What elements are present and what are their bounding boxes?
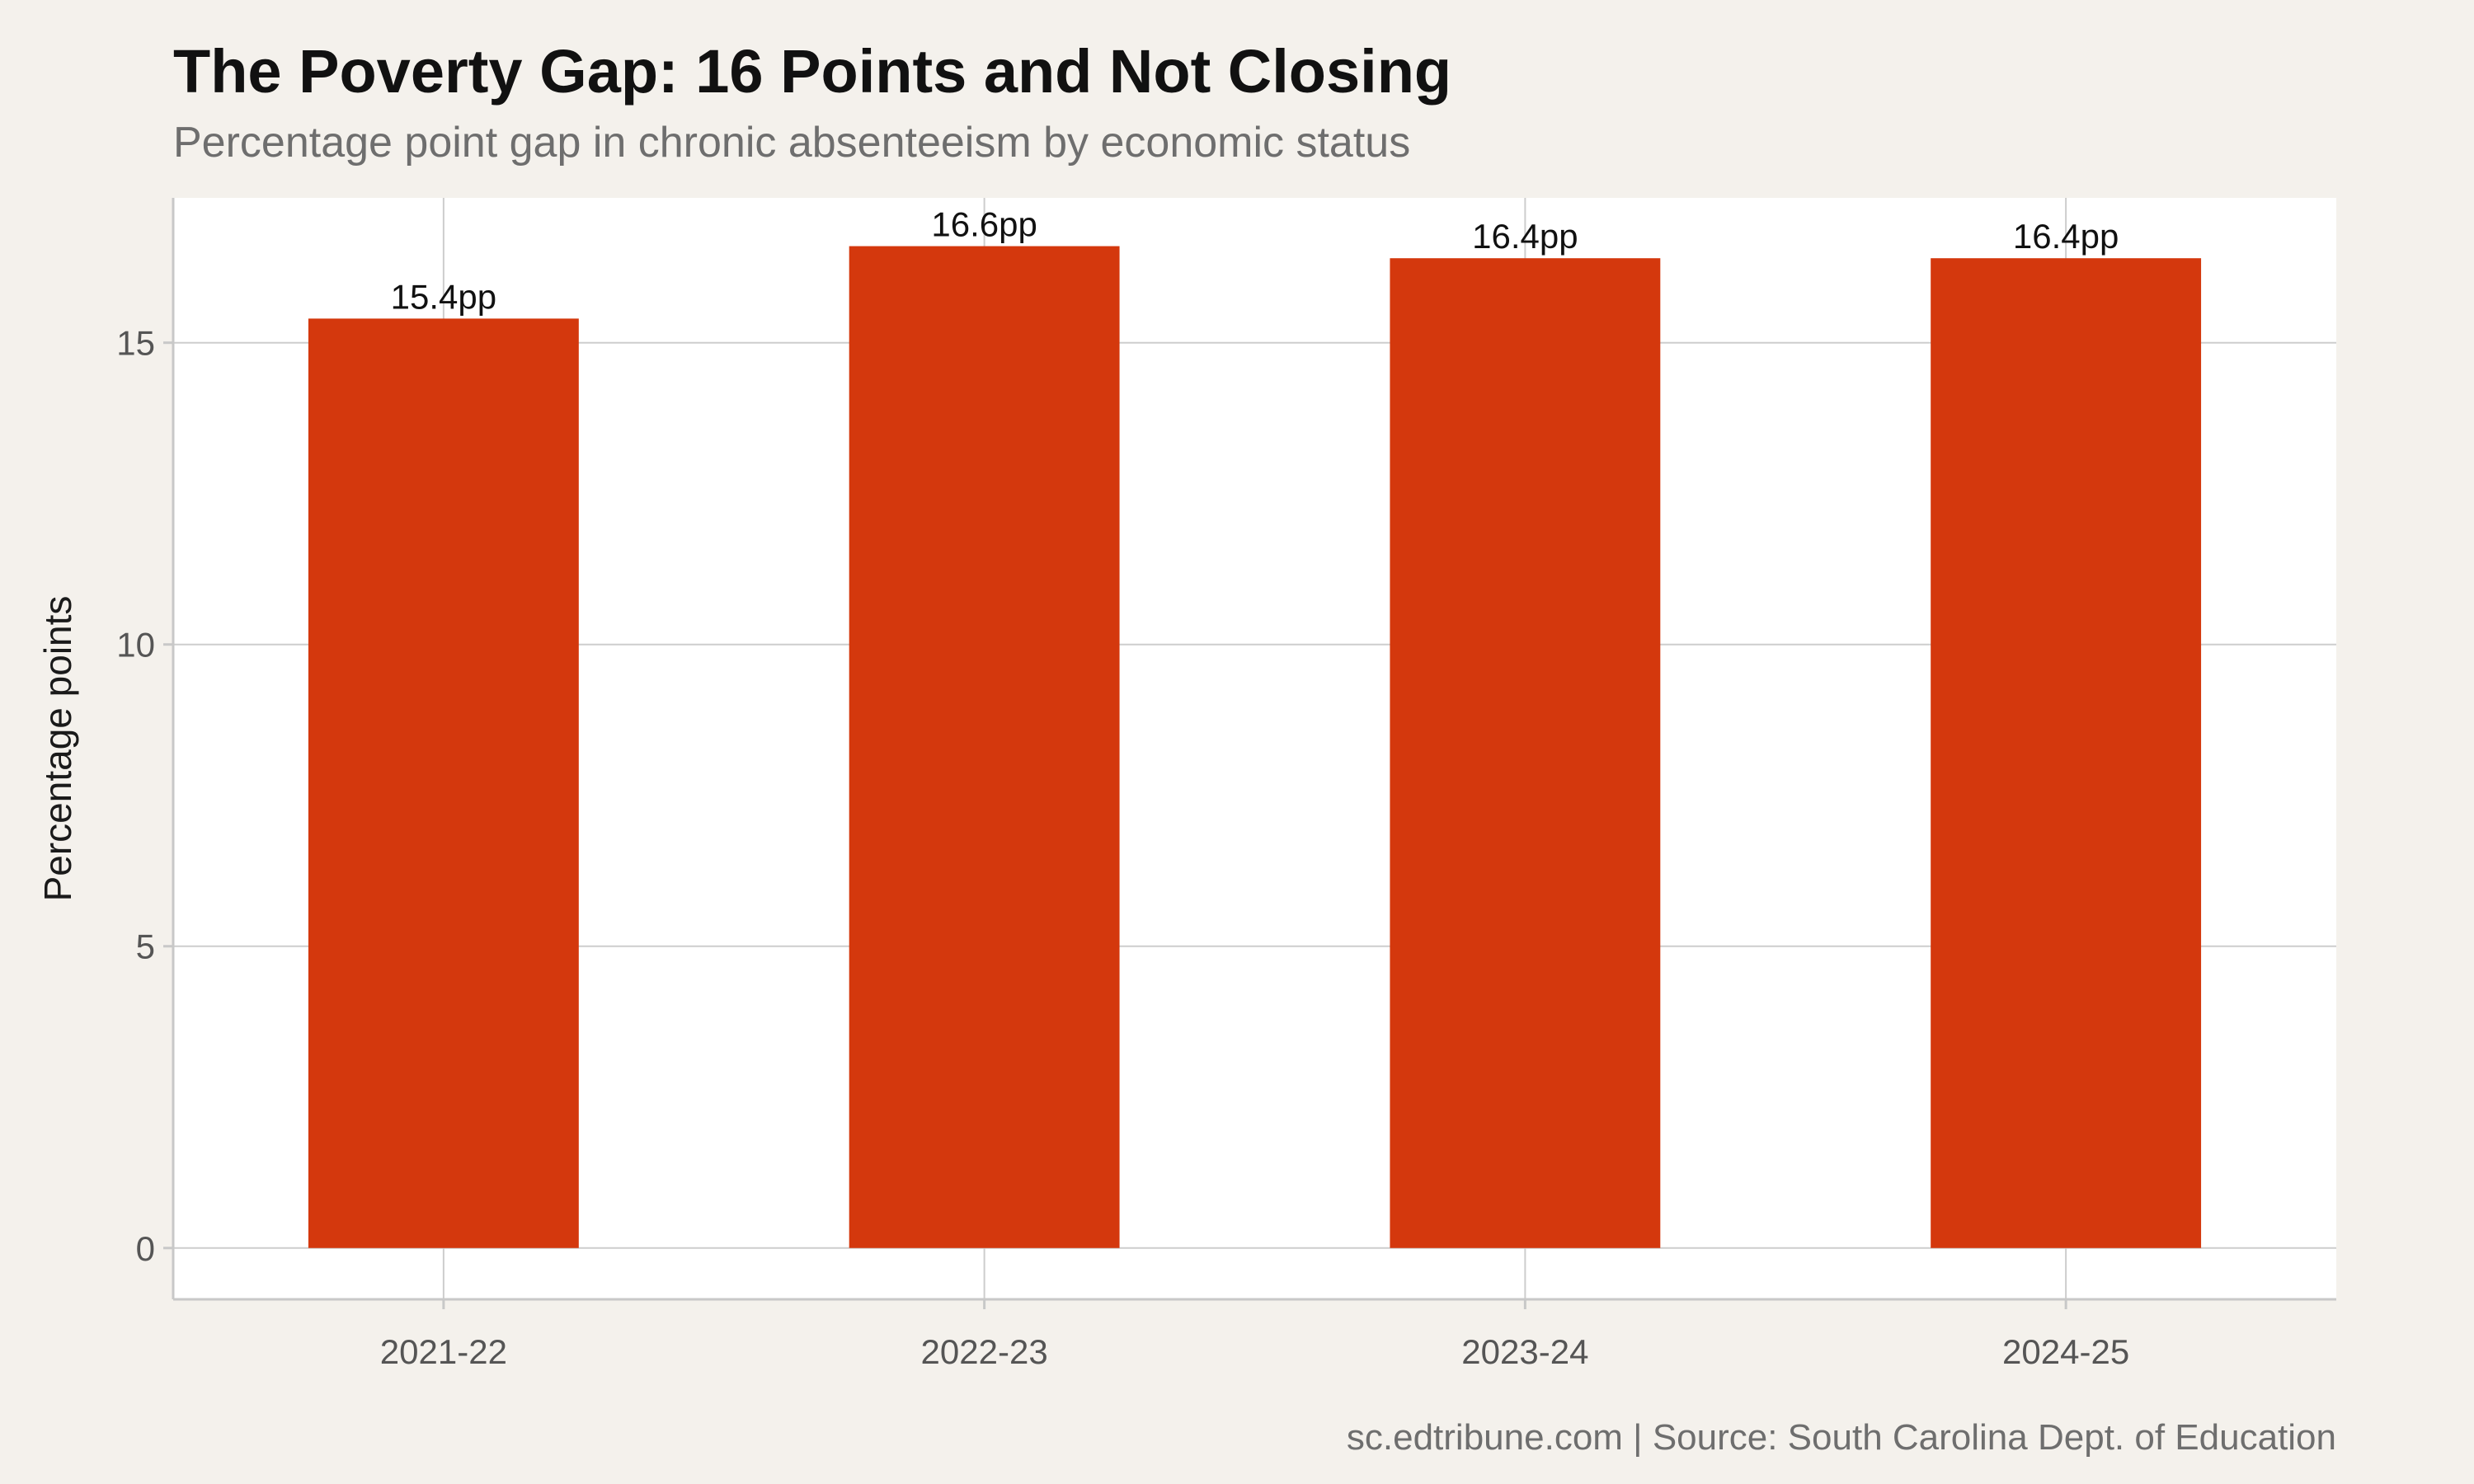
y-axis-label: Percentage points xyxy=(36,596,79,902)
bar-2021-22 xyxy=(308,318,579,1248)
data-labels: 15.4pp 16.6pp 16.4pp 16.4pp xyxy=(391,205,2119,317)
x-ticks: 2021-22 2022-23 2023-24 2024-25 xyxy=(380,1299,2129,1371)
x-tick-label: 2024-25 xyxy=(2002,1332,2129,1371)
bars xyxy=(308,246,2202,1248)
y-tick-label: 0 xyxy=(136,1229,155,1268)
data-label-2022-23: 16.6pp xyxy=(931,205,1037,244)
y-ticks: 0 5 10 15 xyxy=(116,324,173,1268)
chart-subtitle: Percentage point gap in chronic absentee… xyxy=(173,119,1410,167)
x-tick-label: 2022-23 xyxy=(921,1332,1048,1371)
data-label-2023-24: 16.4pp xyxy=(1472,217,1578,256)
data-label-2021-22: 15.4pp xyxy=(391,277,496,316)
y-tick-label: 10 xyxy=(116,626,155,665)
data-label-2024-25: 16.4pp xyxy=(2013,217,2119,256)
source-caption: sc.edtribune.com | Source: South Carolin… xyxy=(1347,1417,2336,1458)
x-tick-label: 2023-24 xyxy=(1461,1332,1588,1371)
y-tick-label: 5 xyxy=(136,928,155,966)
x-tick-label: 2021-22 xyxy=(380,1332,507,1371)
bar-2024-25 xyxy=(1931,258,2202,1248)
bar-2022-23 xyxy=(849,246,1120,1248)
chart-title: The Poverty Gap: 16 Points and Not Closi… xyxy=(173,37,1451,106)
y-tick-label: 15 xyxy=(116,324,155,363)
bar-2023-24 xyxy=(1390,258,1661,1248)
